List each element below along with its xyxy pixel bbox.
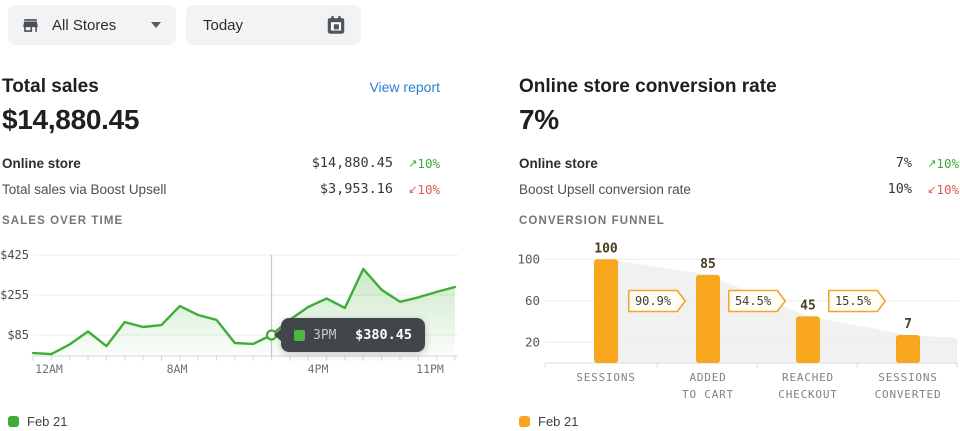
funnel-chart-legend: Feb 21 [519, 414, 578, 429]
svg-text:$85: $85 [7, 328, 29, 342]
view-report-link[interactable]: View report [369, 79, 440, 95]
conversion-funnel-chart[interactable]: 100 60 20 100 85 45 7 90.9% 54.5% 15.5% SESSIONS AD… [500, 240, 960, 410]
svg-text:SESSIONS: SESSIONS [878, 371, 937, 384]
trend-badge: ↗10% [912, 156, 959, 171]
trend-percent: 10% [936, 155, 959, 171]
metric-row-boost-upsell: Boost Upsell conversion rate 10% ↙10% [519, 176, 959, 202]
svg-text:CHECKOUT: CHECKOUT [778, 388, 837, 401]
total-sales-title: Total sales [2, 76, 99, 97]
trend-up-icon: ↗ [927, 156, 937, 170]
sales-over-time-chart[interactable]: $425 $255 $85 12AM 8AM 4PM 11PM [0, 243, 460, 385]
metric-label: Online store [2, 155, 81, 171]
trend-percent: 10% [936, 181, 959, 197]
legend-swatch-icon [8, 416, 19, 427]
svg-text:CONVERTED: CONVERTED [875, 388, 942, 401]
svg-text:60: 60 [525, 293, 540, 308]
metric-label: Boost Upsell conversion rate [519, 181, 691, 197]
trend-percent: 10% [417, 155, 440, 171]
svg-text:85: 85 [700, 257, 716, 272]
conversion-rate-title: Online store conversion rate [519, 76, 777, 97]
series-swatch-icon [294, 329, 305, 341]
conversion-funnel-label: CONVERSION FUNNEL [519, 215, 665, 227]
svg-text:90.9%: 90.9% [635, 294, 672, 308]
metric-value: 7% [895, 155, 912, 171]
trend-down-icon: ↙ [408, 182, 418, 196]
svg-text:8AM: 8AM [167, 362, 188, 376]
metric-value: 10% [887, 181, 912, 197]
date-filter-label: Today [203, 16, 244, 34]
svg-text:$255: $255 [0, 288, 29, 302]
svg-text:45: 45 [800, 298, 816, 313]
metric-value: $3,953.16 [319, 181, 393, 197]
trend-down-icon: ↙ [927, 182, 937, 196]
trend-badge: ↗10% [393, 156, 440, 171]
svg-text:$425: $425 [0, 248, 29, 262]
total-sales-header: Total sales View report [2, 76, 440, 98]
trend-badge: ↙10% [912, 182, 959, 197]
legend-swatch-icon [519, 416, 530, 427]
total-sales-breakdown: Online store $14,880.45 ↗10% Total sales… [2, 150, 440, 202]
metric-value: $14,880.45 [311, 155, 393, 171]
legend-label: Feb 21 [27, 414, 68, 429]
svg-text:54.5%: 54.5% [735, 294, 772, 308]
trend-percent: 10% [417, 181, 440, 197]
svg-text:4PM: 4PM [308, 362, 329, 376]
svg-text:100: 100 [517, 251, 540, 266]
svg-text:20: 20 [525, 334, 540, 349]
svg-text:11PM: 11PM [416, 362, 444, 376]
store-icon [23, 18, 38, 32]
svg-text:REACHED: REACHED [782, 371, 834, 384]
svg-text:100: 100 [594, 241, 618, 256]
svg-text:ADDED: ADDED [689, 371, 726, 384]
svg-text:SESSIONS: SESSIONS [576, 371, 635, 384]
calendar-icon [327, 15, 345, 34]
date-filter-button[interactable]: Today [186, 5, 361, 45]
store-filter-label: All Stores [52, 16, 117, 34]
conversion-rate-value: 7% [519, 104, 559, 135]
metric-label: Total sales via Boost Upsell [2, 181, 167, 197]
metric-row-boost-upsell: Total sales via Boost Upsell $3,953.16 ↙… [2, 176, 440, 202]
tooltip-value: $380.45 [355, 327, 412, 343]
svg-text:15.5%: 15.5% [835, 294, 872, 308]
chart-tooltip: 3PM $380.45 [274, 318, 425, 352]
sales-over-time-label: SALES OVER TIME [2, 215, 124, 227]
sales-chart-legend: Feb 21 [8, 414, 67, 429]
store-filter-button[interactable]: All Stores [8, 5, 176, 45]
chevron-down-icon [151, 22, 161, 28]
trend-up-icon: ↗ [408, 156, 418, 170]
legend-label: Feb 21 [538, 414, 579, 429]
svg-text:7: 7 [904, 317, 912, 332]
svg-text:TO CART: TO CART [682, 388, 734, 401]
total-sales-value: $14,880.45 [2, 104, 140, 135]
metric-row-online-store: Online store $14,880.45 ↗10% [2, 150, 440, 176]
conversion-rate-header: Online store conversion rate [519, 76, 959, 98]
svg-text:12AM: 12AM [35, 362, 63, 376]
tooltip-time: 3PM [313, 327, 337, 343]
conversion-rate-breakdown: Online store 7% ↗10% Boost Upsell conver… [519, 150, 959, 202]
metric-row-online-store: Online store 7% ↗10% [519, 150, 959, 176]
trend-badge: ↙10% [393, 182, 440, 197]
metric-label: Online store [519, 155, 598, 171]
